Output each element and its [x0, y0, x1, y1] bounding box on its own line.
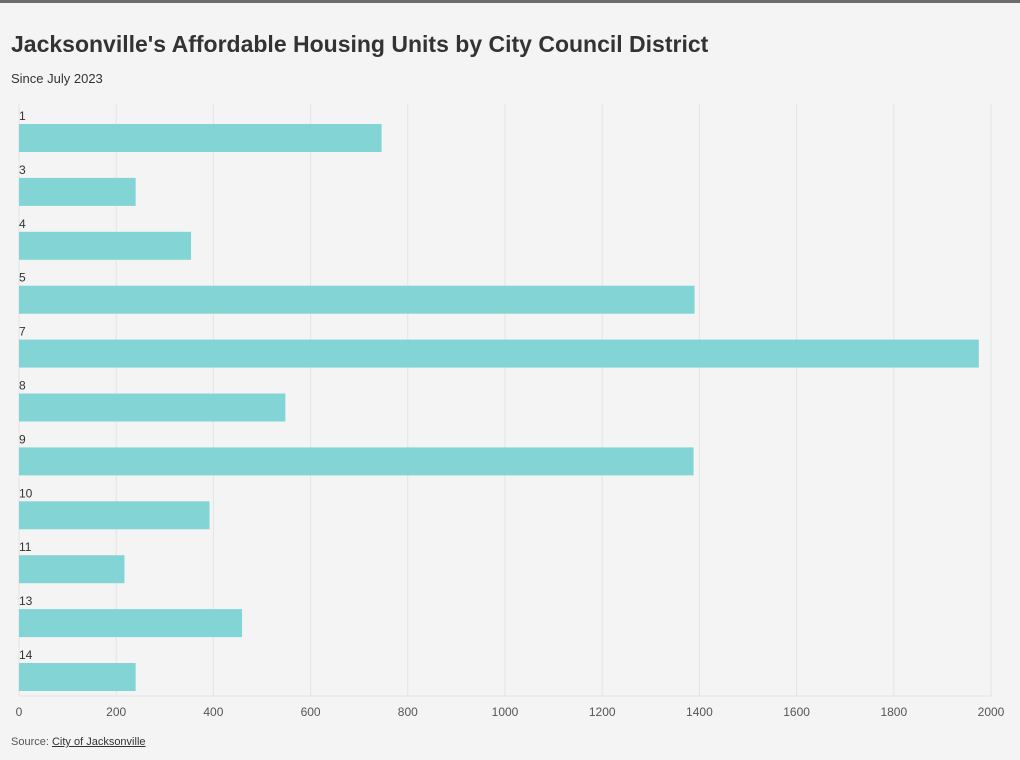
- x-tick-label: 0: [16, 705, 23, 719]
- source-label: Source:: [11, 736, 52, 748]
- bar-district-4: [19, 231, 192, 260]
- bar-district-8: [19, 393, 286, 422]
- source-note: Source: City of Jacksonville: [11, 736, 146, 748]
- category-label: 10: [19, 486, 33, 500]
- x-tick-label: 200: [106, 705, 126, 719]
- category-label: 8: [19, 379, 26, 393]
- bar-district-11: [19, 555, 125, 584]
- bar-district-5: [19, 285, 695, 314]
- x-tick-label: 400: [203, 705, 223, 719]
- bars: [19, 124, 979, 691]
- category-label: 5: [19, 271, 26, 285]
- chart-subtitle: Since July 2023: [11, 71, 103, 86]
- category-label: 14: [19, 648, 33, 662]
- x-tick-label: 1600: [783, 705, 810, 719]
- category-label: 11: [19, 540, 32, 554]
- category-label: 13: [19, 594, 33, 608]
- source-link[interactable]: City of Jacksonville: [51, 736, 146, 748]
- bar-district-14: [19, 663, 136, 691]
- bar-district-13: [19, 609, 243, 638]
- x-axis-ticks: 0 200 400 600 800 1000 1200 1400 1600 1800 2000: [16, 705, 1005, 719]
- category-label: 3: [19, 163, 26, 177]
- x-tick-label: 800: [398, 705, 418, 719]
- category-label: 4: [19, 217, 26, 231]
- bar-district-9: [19, 447, 694, 476]
- category-label: 1: [19, 109, 26, 123]
- x-tick-label: 600: [301, 705, 321, 719]
- x-tick-label: 1400: [686, 705, 713, 719]
- x-tick-label: 1200: [589, 705, 616, 719]
- top-rule: [0, 0, 1020, 3]
- bar-district-3: [19, 177, 136, 206]
- x-tick-label: 1000: [492, 705, 519, 719]
- chart-title: Jacksonville's Affordable Housing Units …: [11, 31, 709, 57]
- bar-district-10: [19, 501, 210, 530]
- category-label: 7: [19, 325, 26, 339]
- x-tick-label: 1800: [880, 705, 907, 719]
- category-label: 9: [19, 432, 26, 446]
- bar-district-1: [19, 124, 382, 152]
- bar-district-7: [19, 339, 979, 368]
- x-tick-label: 2000: [978, 705, 1005, 719]
